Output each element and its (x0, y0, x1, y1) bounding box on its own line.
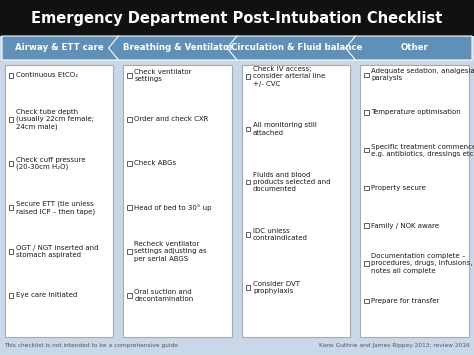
Text: Emergency Department Post-Intubation Checklist: Emergency Department Post-Intubation Che… (31, 11, 443, 26)
Text: Check ABGs: Check ABGs (135, 160, 177, 166)
Text: Secure ETT (tie unless
raised ICP – then tape): Secure ETT (tie unless raised ICP – then… (16, 200, 95, 214)
Bar (246, 180, 250, 184)
Bar (365, 299, 369, 303)
Bar (128, 117, 132, 122)
Text: Check cuff pressure
(20-30cm H₂O): Check cuff pressure (20-30cm H₂O) (16, 157, 85, 170)
Bar (246, 74, 250, 78)
Text: Recheck ventilator
settings adjusting as
per serial ABGS: Recheck ventilator settings adjusting as… (135, 241, 207, 262)
Bar (365, 72, 369, 77)
Bar (5, 65, 113, 337)
Bar (9, 249, 13, 254)
Bar (128, 293, 132, 297)
Bar (365, 186, 369, 190)
Text: OGT / NGT inserted and
stomach aspirated: OGT / NGT inserted and stomach aspirated (16, 245, 99, 258)
Bar (128, 161, 132, 166)
Bar (9, 161, 13, 166)
Text: Adequate sedation, analgesia and
paralysis: Adequate sedation, analgesia and paralys… (372, 68, 474, 81)
Bar (365, 261, 369, 266)
Text: Circulation & Fluid balance: Circulation & Fluid balance (230, 44, 362, 53)
Bar (128, 73, 132, 78)
Bar (9, 205, 13, 210)
Polygon shape (346, 36, 472, 60)
Bar (9, 293, 13, 297)
Bar (246, 127, 250, 131)
Bar (365, 148, 369, 152)
Text: Oral suction and
decontamination: Oral suction and decontamination (135, 289, 194, 302)
Text: Fluids and blood
products selected and
documented: Fluids and blood products selected and d… (253, 171, 330, 192)
Text: Order and check CXR: Order and check CXR (135, 116, 209, 122)
Text: Continuous EtCO₂: Continuous EtCO₂ (16, 72, 78, 78)
Text: Kane Guthrie and James Rippey 2013; review 2016: Kane Guthrie and James Rippey 2013; revi… (319, 344, 470, 349)
Text: Specific treatment commenced
e.g. antibiotics, dressings etc: Specific treatment commenced e.g. antibi… (372, 143, 474, 157)
Bar (124, 65, 232, 337)
Text: Check ventilator
settings: Check ventilator settings (135, 69, 192, 82)
Bar (128, 205, 132, 210)
Polygon shape (109, 36, 247, 60)
Text: IDC unless
contraindicated: IDC unless contraindicated (253, 228, 308, 241)
Bar (0, 0, 474, 36)
Text: Property secure: Property secure (372, 185, 427, 191)
Bar (242, 65, 350, 337)
Text: Eye care initiated: Eye care initiated (16, 293, 77, 299)
Polygon shape (2, 36, 128, 60)
Text: This checklist is not intended to be a comprehensive guide: This checklist is not intended to be a c… (4, 344, 178, 349)
Text: All monitoring still
attached: All monitoring still attached (253, 122, 317, 136)
Bar (361, 65, 469, 337)
Polygon shape (227, 36, 365, 60)
Text: Airway & ETT care: Airway & ETT care (15, 44, 104, 53)
Bar (246, 233, 250, 237)
Text: Breathing & Ventilator: Breathing & Ventilator (123, 44, 233, 53)
Bar (365, 223, 369, 228)
Bar (9, 73, 13, 78)
Bar (9, 117, 13, 122)
Bar (128, 249, 132, 254)
Text: Family / NOK aware: Family / NOK aware (372, 223, 439, 229)
Text: Temperature optimisation: Temperature optimisation (372, 109, 461, 115)
Text: Consider DVT
prophylaxis: Consider DVT prophylaxis (253, 281, 300, 294)
Text: Head of bed to 30° up: Head of bed to 30° up (135, 204, 212, 211)
Bar (365, 110, 369, 115)
Bar (246, 285, 250, 290)
Text: Check tube depth
(usually 22cm female;
24cm male): Check tube depth (usually 22cm female; 2… (16, 109, 94, 130)
Text: Check IV access;
consider arterial line
+/- CVC: Check IV access; consider arterial line … (253, 66, 325, 87)
Text: Documentation complete –
procedures, drugs, infusions,
notes all complete: Documentation complete – procedures, dru… (372, 253, 473, 274)
Text: Other: Other (401, 44, 428, 53)
Text: Prepare for transfer: Prepare for transfer (372, 298, 440, 304)
